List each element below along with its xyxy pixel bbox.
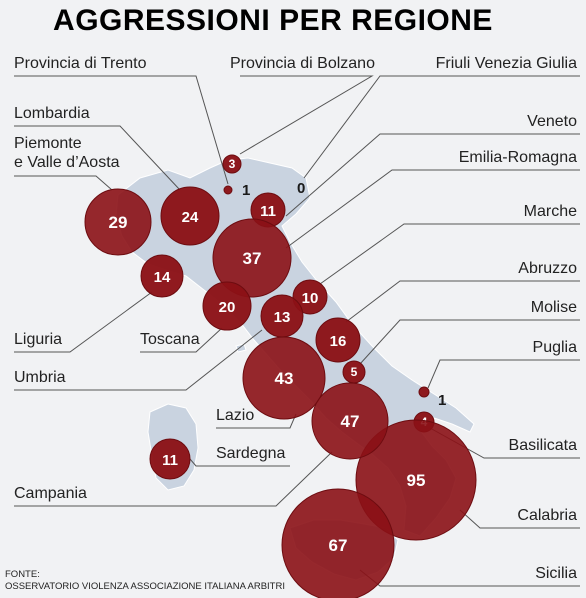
label-marche: Marche — [523, 203, 577, 220]
bubble-emilia-romagna: 37 — [212, 218, 292, 298]
bubble-circle-calabria — [355, 419, 477, 541]
leader-line-veneto — [285, 133, 580, 217]
label-puglia: Puglia — [532, 339, 577, 356]
bubble-piemonte-e-valle-d-aosta: 29 — [84, 188, 152, 256]
label-molise: Molise — [530, 299, 577, 316]
label-umbria: Umbria — [14, 369, 66, 386]
bubble-circle-sardegna — [149, 438, 191, 480]
leader-line-campania — [14, 451, 333, 507]
bubble-toscana: 20 — [202, 281, 252, 331]
leader-line-marche — [319, 223, 580, 285]
value-lombardia: 24 — [182, 209, 199, 226]
bubble-sardegna: 11 — [149, 438, 191, 480]
value-toscana: 20 — [219, 299, 236, 316]
source-note: FONTE: OSSERVATORIO VIOLENZA ASSOCIAZION… — [5, 569, 285, 593]
value-puglia: 1 — [438, 392, 446, 409]
leader-line-provincia-di-trento — [14, 75, 229, 185]
label-basilicata: Basilicata — [508, 437, 577, 454]
bubble-circle-piemonte-e-valle-d-aosta — [84, 188, 152, 256]
value-sicilia: 67 — [329, 536, 348, 555]
source-text: OSSERVATORIO VIOLENZA ASSOCIAZIONE ITALI… — [5, 581, 285, 592]
value-provincia-di-trento: 1 — [242, 182, 250, 199]
bubble-circle-abruzzo — [315, 317, 361, 363]
bubble-calabria: 95 — [355, 419, 477, 541]
leader-line-abruzzo — [345, 280, 580, 323]
bubbles: 3242911371016549567142013431147 — [84, 154, 477, 598]
label-lombardia: Lombardia — [14, 105, 90, 122]
bubble-circle-lombardia — [160, 186, 220, 246]
label-toscana: Toscana — [140, 331, 200, 348]
label-lazio: Lazio — [216, 407, 255, 424]
leader-line-lazio — [216, 413, 297, 429]
bubble-marche: 10 — [292, 279, 328, 315]
bubble-circle-sicilia — [281, 488, 395, 598]
bubble-sicilia: 67 — [281, 488, 395, 598]
leader-line-lombardia — [14, 125, 181, 191]
value-marche: 10 — [302, 290, 319, 307]
value-liguria: 14 — [154, 269, 171, 286]
bubble-abruzzo: 16 — [315, 317, 361, 363]
label-provincia-di-trento: Provincia di Trento — [14, 55, 147, 72]
label-veneto: Veneto — [527, 113, 577, 130]
bubble-molise: 5 — [342, 360, 366, 384]
leader-line-toscana — [140, 327, 223, 353]
leader-line-calabria — [459, 509, 580, 529]
value-molise: 5 — [351, 365, 358, 379]
bubble-puglia — [418, 386, 430, 398]
label-abruzzo: Abruzzo — [518, 260, 577, 277]
bubble-circle-marche — [292, 279, 328, 315]
value-sardegna: 11 — [162, 452, 178, 469]
bubble-circle-liguria — [140, 254, 184, 298]
bubble-provincia-di-bolzano: 3 — [222, 154, 242, 174]
source-label: FONTE: — [5, 569, 40, 580]
leader-line-liguria — [14, 291, 153, 353]
label-sicilia: Sicilia — [535, 565, 577, 582]
label-emilia-romagna: Emilia-Romagna — [458, 149, 577, 166]
value-friuli-venezia-giulia: 0 — [297, 180, 305, 197]
label-liguria: Liguria — [14, 331, 63, 348]
value-lazio: 43 — [275, 369, 294, 388]
value-veneto: 11 — [260, 203, 276, 220]
label-friuli-venezia-giulia: Friuli Venezia Giulia — [435, 55, 577, 72]
leader-line-provincia-di-bolzano — [239, 75, 374, 155]
bubble-campania: 47 — [311, 382, 389, 460]
bubble-liguria: 14 — [140, 254, 184, 298]
bubble-lombardia: 24 — [160, 186, 220, 246]
elba-shape — [235, 343, 247, 353]
value-calabria: 95 — [407, 471, 426, 490]
value-piemonte-e-valle-d-aosta: 29 — [109, 213, 128, 232]
value-provincia-di-bolzano: 3 — [229, 157, 236, 171]
value-emilia-romagna: 37 — [243, 249, 262, 268]
bubble-circle-lazio — [242, 336, 326, 420]
bubble-provincia-di-trento — [223, 185, 233, 195]
bubble-veneto: 11 — [250, 192, 286, 228]
bubble-umbria: 13 — [260, 294, 304, 338]
leader-line-umbria — [14, 329, 263, 391]
label-piemonte-e-valle-d-aosta: Piemonte e Valle d’Aosta — [14, 135, 120, 171]
leader-line-friuli-venezia-giulia — [303, 75, 580, 179]
value-umbria: 13 — [274, 309, 291, 326]
label-provincia-di-bolzano: Provincia di Bolzano — [230, 55, 375, 72]
bubble-circle-campania — [311, 382, 389, 460]
chart-title: AGGRESSIONI PER REGIONE — [53, 4, 493, 37]
leader-line-piemonte-e-valle-d-aosta — [14, 175, 113, 191]
outside-values: 1 01 — [242, 180, 446, 409]
bubble-circle-provincia-di-trento — [223, 185, 233, 195]
bubble-circle-toscana — [202, 281, 252, 331]
leader-line-molise — [359, 319, 580, 365]
label-campania: Campania — [14, 485, 87, 502]
bubble-lazio: 43 — [242, 336, 326, 420]
bubble-circle-emilia-romagna — [212, 218, 292, 298]
bubble-circle-provincia-di-bolzano — [222, 154, 242, 174]
leader-line-emilia-romagna — [285, 169, 580, 249]
value-abruzzo: 16 — [330, 333, 347, 350]
label-calabria: Calabria — [517, 507, 577, 524]
value-campania: 47 — [341, 412, 360, 431]
label-sardegna: Sardegna — [216, 445, 286, 462]
leader-line-puglia — [427, 359, 580, 389]
leader-line-sardegna — [189, 458, 290, 467]
bubble-circle-puglia — [418, 386, 430, 398]
